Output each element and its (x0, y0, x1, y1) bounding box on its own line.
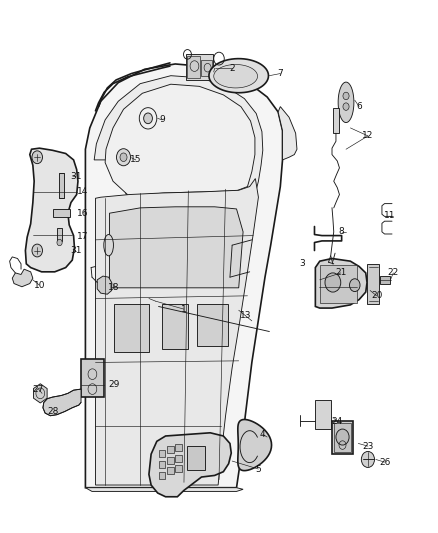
Text: 24: 24 (332, 417, 343, 425)
Polygon shape (25, 148, 78, 272)
Polygon shape (85, 64, 283, 488)
Text: 17: 17 (77, 232, 88, 240)
Bar (175, 465, 182, 472)
Text: 26: 26 (379, 458, 390, 466)
Text: 23: 23 (362, 442, 374, 450)
Bar (57, 228, 62, 241)
Text: 18: 18 (108, 284, 120, 292)
Text: 12: 12 (362, 132, 374, 140)
Text: 11: 11 (384, 212, 396, 220)
Bar (53, 209, 70, 217)
Bar (186, 54, 213, 80)
Bar (59, 173, 64, 198)
Circle shape (361, 451, 374, 467)
Polygon shape (95, 179, 258, 485)
Text: 10: 10 (34, 281, 45, 289)
Bar (201, 60, 212, 76)
Bar (167, 467, 174, 474)
Polygon shape (338, 82, 354, 123)
Bar (175, 455, 182, 462)
Text: 21: 21 (335, 269, 346, 277)
Bar (315, 400, 331, 429)
Text: 1: 1 (181, 305, 187, 313)
Bar (162, 304, 188, 349)
Circle shape (57, 239, 62, 246)
Bar (81, 359, 104, 397)
Polygon shape (43, 389, 81, 416)
Text: 31: 31 (70, 246, 81, 255)
Text: 20: 20 (371, 292, 382, 300)
Bar (320, 265, 357, 303)
Text: 7: 7 (277, 69, 283, 78)
Bar (114, 304, 149, 352)
Polygon shape (110, 207, 243, 288)
Bar (334, 423, 351, 452)
Circle shape (32, 244, 42, 257)
Circle shape (117, 149, 131, 166)
Bar (167, 457, 174, 464)
Text: 14: 14 (77, 188, 88, 196)
Text: 3: 3 (299, 260, 305, 268)
Bar (380, 276, 390, 284)
Bar (159, 450, 165, 457)
Polygon shape (238, 419, 272, 471)
Text: 27: 27 (33, 385, 44, 393)
Polygon shape (214, 64, 258, 88)
Ellipse shape (104, 235, 113, 256)
Text: 13: 13 (240, 311, 251, 320)
Bar (167, 446, 174, 453)
Polygon shape (85, 488, 243, 491)
Circle shape (144, 113, 152, 124)
Bar (175, 444, 182, 451)
Bar (187, 56, 200, 78)
Circle shape (120, 153, 127, 161)
Bar (332, 421, 353, 454)
Text: 31: 31 (70, 173, 81, 181)
Text: 28: 28 (47, 407, 58, 416)
Polygon shape (33, 384, 47, 403)
Circle shape (32, 151, 42, 164)
Text: 2: 2 (230, 64, 235, 72)
Text: 15: 15 (130, 156, 141, 164)
Circle shape (350, 279, 360, 292)
Text: 9: 9 (159, 116, 165, 124)
Bar (159, 461, 165, 468)
Polygon shape (94, 76, 263, 198)
Polygon shape (209, 59, 268, 93)
Bar (197, 304, 228, 346)
Polygon shape (149, 433, 231, 497)
Bar (159, 472, 165, 479)
Circle shape (343, 92, 349, 100)
Text: 22: 22 (388, 269, 399, 277)
Polygon shape (12, 269, 33, 287)
Text: 4: 4 (260, 430, 265, 439)
Text: 16: 16 (77, 209, 88, 217)
Text: 29: 29 (108, 381, 120, 389)
Circle shape (336, 429, 349, 445)
Polygon shape (97, 276, 112, 294)
Text: 5: 5 (255, 465, 261, 473)
Polygon shape (315, 259, 367, 308)
Bar (187, 446, 205, 470)
Circle shape (343, 103, 349, 110)
Text: 6: 6 (356, 102, 362, 111)
Bar (333, 108, 339, 133)
Circle shape (325, 273, 341, 292)
Text: 8: 8 (339, 228, 345, 236)
Polygon shape (278, 107, 297, 160)
Polygon shape (105, 84, 255, 196)
Bar (367, 264, 379, 304)
